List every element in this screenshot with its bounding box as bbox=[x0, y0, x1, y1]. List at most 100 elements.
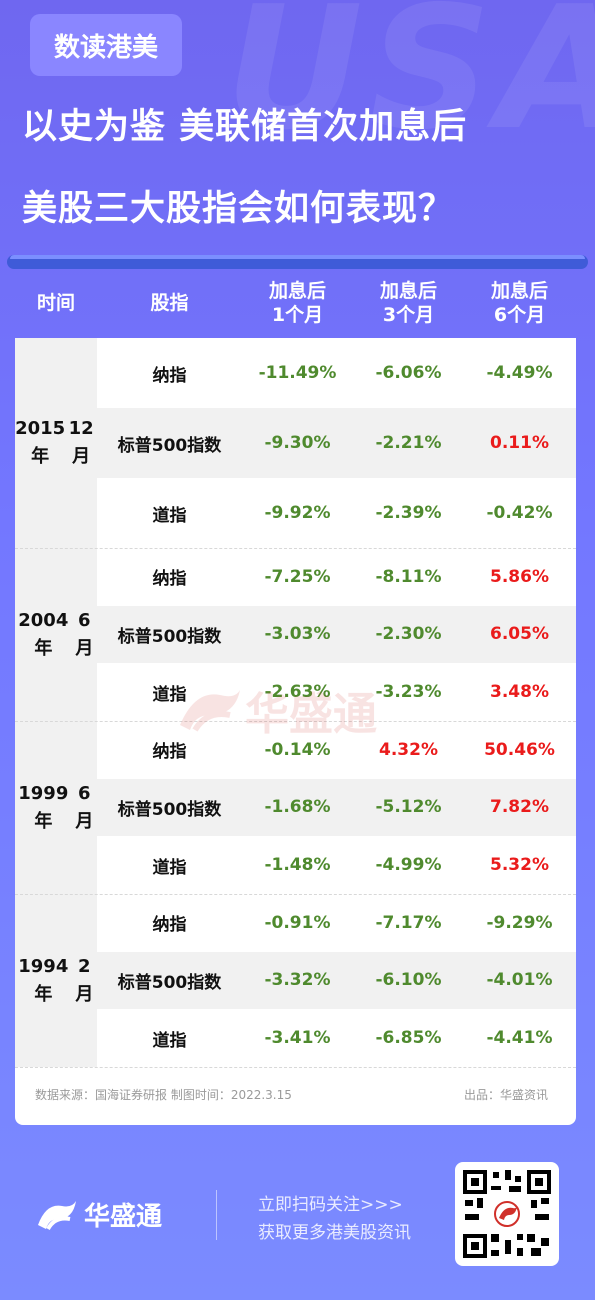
table-row: 纳指 -0.91% -7.17% -9.29% bbox=[97, 894, 576, 952]
return-m3: -8.11% bbox=[375, 566, 442, 587]
group-date: 1994年 2月 bbox=[15, 894, 97, 1067]
group-date-line: 2月 bbox=[75, 955, 94, 1005]
group-date-line: 6月 bbox=[75, 782, 94, 832]
table-row: 标普500指数 -3.03% -2.30% 6.05% bbox=[97, 605, 576, 664]
group-separator bbox=[15, 721, 576, 722]
header-6-month-line1: 加息后 bbox=[490, 280, 548, 302]
return-m6: 0.11% bbox=[490, 433, 549, 453]
group-date: 1999年 6月 bbox=[15, 721, 97, 894]
return-m1: -2.63% bbox=[264, 682, 331, 703]
header-6-month-line2: 6个月 bbox=[493, 304, 546, 326]
return-m6: -0.42% bbox=[486, 503, 553, 523]
table-group: 2004年 6月 纳指 -7.25% -8.11% 5.86% 标普500指数 -3.03% -… bbox=[15, 548, 576, 721]
table-header: 时间 股指 加息后 1个月 加息后 3个月 加息后 6个月 bbox=[15, 270, 576, 336]
table-row: 道指 -2.63% -3.23% 3.48% bbox=[97, 663, 576, 721]
return-m1: -1.48% bbox=[264, 855, 331, 876]
group-date-line: 2015年 bbox=[15, 418, 66, 467]
header-1-month: 加息后 1个月 bbox=[242, 270, 353, 336]
header-6-month: 加息后 6个月 bbox=[464, 270, 575, 336]
index-name: 标普500指数 bbox=[117, 435, 222, 456]
group-date-line: 1999年 bbox=[18, 782, 69, 832]
table-row: 标普500指数 -3.32% -6.10% -4.01% bbox=[97, 951, 576, 1010]
return-m3: -2.30% bbox=[375, 624, 442, 645]
qr-code-icon[interactable] bbox=[455, 1162, 559, 1266]
header-3-month: 加息后 3个月 bbox=[353, 270, 464, 336]
group-separator bbox=[15, 894, 576, 895]
group-date-line: 6月 bbox=[75, 609, 94, 659]
group-separator bbox=[15, 1067, 576, 1068]
index-name: 纳指 bbox=[152, 569, 187, 590]
table-row: 道指 -3.41% -6.85% -4.41% bbox=[97, 1009, 576, 1067]
header-time: 时间 bbox=[36, 292, 75, 314]
return-m6: 50.46% bbox=[484, 739, 555, 760]
return-m3: -6.85% bbox=[375, 1028, 442, 1049]
return-m6: -4.41% bbox=[486, 1028, 553, 1049]
return-m3: -5.12% bbox=[375, 797, 442, 818]
table-row: 道指 -9.92% -2.39% -0.42% bbox=[97, 478, 576, 548]
footer-bar: 华盛通 立即扫码关注>>> 获取更多港美股资讯 bbox=[0, 1150, 595, 1270]
huasheng-watermark-icon bbox=[180, 690, 240, 732]
index-name: 道指 bbox=[152, 857, 187, 878]
return-m3: -2.39% bbox=[375, 503, 442, 523]
group-date-line: 2004年 bbox=[18, 609, 69, 659]
return-m6: -4.49% bbox=[486, 363, 553, 383]
index-name: 标普500指数 bbox=[117, 799, 222, 820]
return-m1: -1.68% bbox=[264, 797, 331, 818]
table-row: 标普500指数 -1.68% -5.12% 7.82% bbox=[97, 778, 576, 837]
header-1-month-line1: 加息后 bbox=[268, 280, 326, 302]
table-row: 标普500指数 -9.30% -2.21% 0.11% bbox=[97, 408, 576, 478]
table-row: 纳指 -0.14% 4.32% 50.46% bbox=[97, 721, 576, 779]
huasheng-logo[interactable]: 华盛通 bbox=[36, 1196, 162, 1233]
return-m6: 3.48% bbox=[490, 682, 549, 703]
header-index: 股指 bbox=[150, 292, 189, 314]
data-table-card: 2015年 12月 纳指 -11.49% -6.06% -4.49% 标普500指数 -9.3… bbox=[15, 338, 576, 1125]
return-m6: -9.29% bbox=[486, 912, 553, 933]
return-m3: 4.32% bbox=[379, 739, 438, 760]
group-date: 2015年 12月 bbox=[15, 338, 97, 548]
index-name: 纳指 bbox=[152, 915, 187, 936]
logo-text: 华盛通 bbox=[84, 1202, 163, 1232]
table-group: 1999年 6月 纳指 -0.14% 4.32% 50.46% 标普500指数 -1.68% -… bbox=[15, 721, 576, 894]
table-top-rail-highlight bbox=[10, 255, 585, 259]
return-m3: -3.23% bbox=[375, 682, 442, 703]
source-note: 数据来源：国海证券研报 制图时间：2022.3.15 bbox=[35, 1088, 292, 1102]
return-m6: 5.32% bbox=[490, 855, 549, 876]
return-m3: -6.10% bbox=[375, 970, 442, 991]
table-row: 纳指 -11.49% -6.06% -4.49% bbox=[97, 338, 576, 408]
return-m1: -0.14% bbox=[264, 739, 331, 760]
index-name: 标普500指数 bbox=[117, 972, 222, 993]
headline-line-1: 以史为鉴 美联储首次加息后 bbox=[22, 107, 468, 147]
watermark: 华盛通 bbox=[175, 678, 377, 742]
return-m6: 5.86% bbox=[490, 566, 549, 587]
brand-tag: 数读港美 bbox=[30, 14, 182, 76]
table-row: 纳指 -7.25% -8.11% 5.86% bbox=[97, 548, 576, 606]
index-name: 道指 bbox=[152, 505, 187, 526]
headline-line-2: 美股三大股指会如何表现？ bbox=[22, 189, 455, 229]
header-1-month-line2: 1个月 bbox=[271, 304, 324, 326]
index-name: 纳指 bbox=[152, 365, 187, 386]
cta-line-1: 立即扫码关注>>> bbox=[258, 1195, 403, 1215]
index-name: 标普500指数 bbox=[117, 626, 222, 647]
return-m3: -6.06% bbox=[375, 363, 442, 383]
return-m1: -9.92% bbox=[264, 503, 331, 523]
group-date-line: 12月 bbox=[68, 418, 94, 467]
table-group: 1994年 2月 纳指 -0.91% -7.17% -9.29% 标普500指数 -3.32%… bbox=[15, 894, 576, 1067]
table-row: 道指 -1.48% -4.99% 5.32% bbox=[97, 836, 576, 894]
return-m6: 7.82% bbox=[490, 797, 549, 818]
return-m1: -0.91% bbox=[264, 912, 331, 933]
index-name: 道指 bbox=[152, 1030, 187, 1051]
return-m3: -4.99% bbox=[375, 855, 442, 876]
return-m1: -9.30% bbox=[264, 433, 331, 453]
qr-code-graphic bbox=[461, 1168, 553, 1260]
return-m1: -3.41% bbox=[264, 1028, 331, 1049]
cta-line-2: 获取更多港美股资讯 bbox=[258, 1223, 411, 1243]
header-3-month-line1: 加息后 bbox=[379, 280, 437, 302]
huasheng-logo-icon bbox=[38, 1200, 76, 1230]
header-3-month-line2: 3个月 bbox=[382, 304, 435, 326]
return-m1: -7.25% bbox=[264, 566, 331, 587]
return-m1: -11.49% bbox=[258, 363, 337, 383]
return-m1: -3.03% bbox=[264, 624, 331, 645]
group-date-line: 1994年 bbox=[18, 955, 69, 1005]
producer-note: 出品：华盛资讯 bbox=[463, 1088, 548, 1102]
index-name: 道指 bbox=[152, 684, 187, 705]
